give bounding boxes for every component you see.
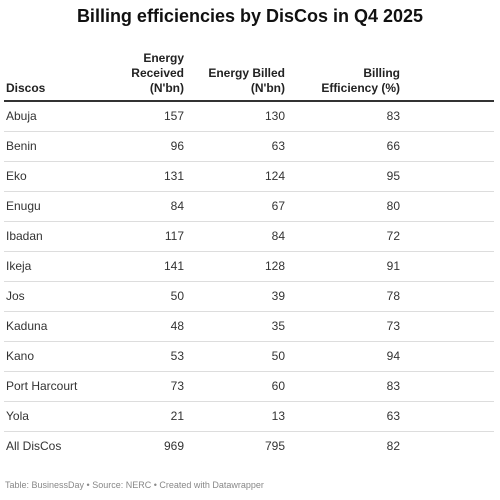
cell-value: 124 xyxy=(264,169,285,183)
cell-value: 157 xyxy=(163,109,184,123)
table-row: Abuja 157 130 83 xyxy=(4,102,494,132)
column-header-text: Energy Billed (N'bn) xyxy=(208,66,285,95)
column-header: Energy Billed (N'bn) xyxy=(190,45,285,96)
cell-value: 91 xyxy=(386,259,400,273)
table-row: All DisCos 969 795 82 xyxy=(4,432,494,462)
row-label: All DisCos xyxy=(6,439,62,453)
row-label: Eko xyxy=(6,169,27,183)
cell-value: 84 xyxy=(170,199,184,213)
header-rule xyxy=(4,100,494,102)
cell-value: 95 xyxy=(386,169,400,183)
cell-value: 795 xyxy=(264,439,285,453)
row-label: Ibadan xyxy=(6,229,43,243)
cell-value: 82 xyxy=(386,439,400,453)
column-header-text: Billing Efficiency (%) xyxy=(321,66,400,95)
table-row: Ibadan 117 84 72 xyxy=(4,222,494,252)
footer: Table: BusinessDay • Source: NERC • Crea… xyxy=(5,480,264,490)
table-row: Benin 96 63 66 xyxy=(4,132,494,162)
cell-value: 131 xyxy=(163,169,184,183)
column-header: Energy Received (N'bn) xyxy=(122,45,184,96)
table-row: Enugu 84 67 80 xyxy=(4,192,494,222)
column-header-text: Energy Received (N'bn) xyxy=(131,51,184,95)
cell-value: 60 xyxy=(271,379,285,393)
cell-value: 13 xyxy=(271,409,285,423)
row-label: Kaduna xyxy=(6,319,48,333)
cell-value: 80 xyxy=(386,199,400,213)
cell-value: 63 xyxy=(271,139,285,153)
cell-value: 66 xyxy=(386,139,400,153)
cell-value: 73 xyxy=(386,319,400,333)
cell-value: 130 xyxy=(264,109,285,123)
cell-value: 63 xyxy=(386,409,400,423)
cell-value: 83 xyxy=(386,109,400,123)
cell-value: 67 xyxy=(271,199,285,213)
column-header: Billing Efficiency (%) xyxy=(305,45,400,96)
cell-value: 72 xyxy=(386,229,400,243)
row-label: Ikeja xyxy=(6,259,32,273)
cell-value: 73 xyxy=(170,379,184,393)
row-label: Yola xyxy=(6,409,29,423)
cell-value: 35 xyxy=(271,319,285,333)
cell-value: 53 xyxy=(170,349,184,363)
row-label: Kano xyxy=(6,349,35,363)
row-label: Port Harcourt xyxy=(6,379,78,393)
cell-value: 50 xyxy=(271,349,285,363)
cell-value: 141 xyxy=(163,259,184,273)
cell-value: 48 xyxy=(170,319,184,333)
row-label: Abuja xyxy=(6,109,37,123)
cell-value: 969 xyxy=(163,439,184,453)
cell-value: 96 xyxy=(170,139,184,153)
column-header-text: Discos xyxy=(6,81,46,95)
cell-value: 39 xyxy=(271,289,285,303)
table-row: Kaduna 48 35 73 xyxy=(4,312,494,342)
table: Discos Energy Received (N'bn) Energy Bille… xyxy=(4,45,494,462)
table-title: Billing efficiencies by DisCos in Q4 202… xyxy=(76,6,424,26)
table-row: Port Harcourt 73 60 83 xyxy=(4,372,494,402)
table-row: Eko 131 124 95 xyxy=(4,162,494,192)
cell-value: 84 xyxy=(271,229,285,243)
table-row: Jos 50 39 78 xyxy=(4,282,494,312)
cell-value: 50 xyxy=(170,289,184,303)
table-row: Ikeja 141 128 91 xyxy=(4,252,494,282)
cell-value: 94 xyxy=(386,349,400,363)
row-label: Enugu xyxy=(6,199,41,213)
row-label: Jos xyxy=(6,289,25,303)
cell-value: 78 xyxy=(386,289,400,303)
cell-value: 83 xyxy=(386,379,400,393)
table-row: Yola 21 13 63 xyxy=(4,402,494,432)
table-row: Kano 53 50 94 xyxy=(4,342,494,372)
row-label: Benin xyxy=(6,139,37,153)
cell-value: 21 xyxy=(170,409,184,423)
cell-value: 117 xyxy=(164,229,184,243)
cell-value: 128 xyxy=(264,259,285,273)
column-header: Discos xyxy=(6,45,156,96)
